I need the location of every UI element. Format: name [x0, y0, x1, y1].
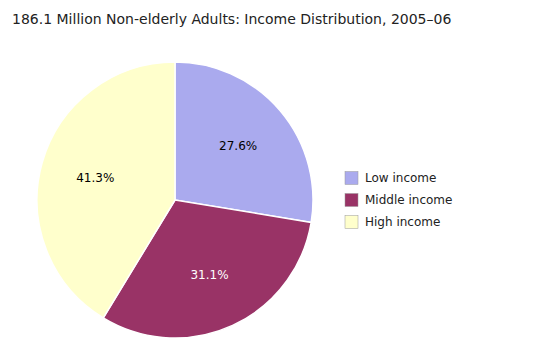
title: 186.1 Million Non-elderly Adults: Income… [12, 11, 451, 27]
data-labels: 27.6% 31.1% 41.3% [76, 139, 257, 282]
legend-swatch [345, 216, 358, 229]
legend-label: High income [365, 215, 440, 229]
legend-swatch [345, 194, 358, 207]
pie-slice [37, 62, 175, 318]
data-label: 27.6% [219, 139, 257, 153]
pie [37, 62, 313, 338]
legend-label: Middle income [365, 193, 452, 207]
chart: 186.1 Million Non-elderly Adults: Income… [0, 0, 543, 359]
legend-swatch [345, 172, 358, 185]
data-label: 41.3% [76, 171, 114, 185]
data-label: 31.1% [190, 268, 228, 282]
legend-item: Middle income [345, 193, 452, 207]
legend-item: High income [345, 215, 440, 229]
legend-label: Low income [365, 171, 436, 185]
pie-slice [175, 62, 313, 222]
legend-item: Low income [345, 171, 436, 185]
legend: Low income Middle income High income [345, 171, 452, 229]
